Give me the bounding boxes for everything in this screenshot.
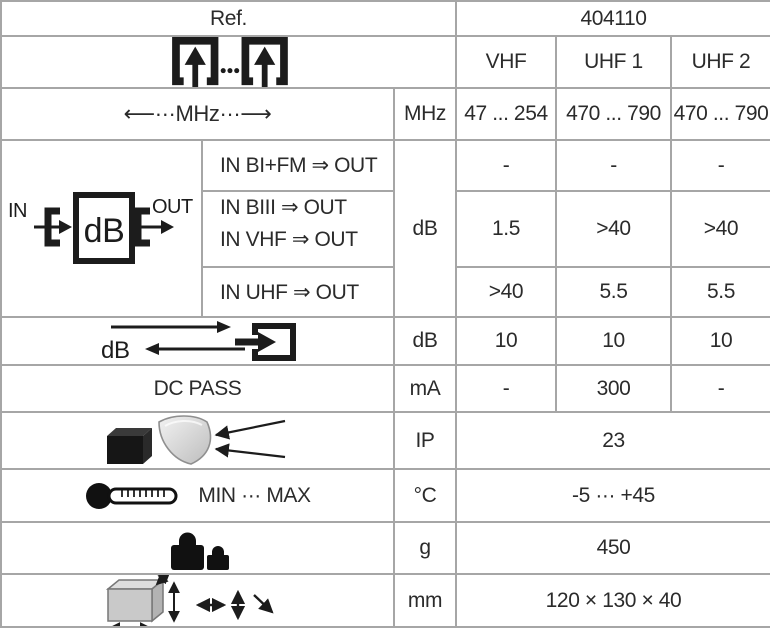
amp-in-label: IN (8, 200, 27, 222)
dimensions-unit: mm (395, 575, 457, 628)
gain-r2-uhf1: >40 (557, 192, 672, 268)
weight-icon-cell (2, 523, 395, 575)
temperature-icon-cell: MIN ··· MAX (2, 470, 395, 523)
gain-r3-uhf1: 5.5 (557, 268, 672, 318)
gain-row2-label: IN BIII ⇒ OUT IN VHF ⇒ OUT (203, 192, 395, 268)
amp-out-label: OUT (152, 196, 193, 218)
gain-row2-line2: IN VHF ⇒ OUT (220, 227, 358, 251)
frequency-uhf2: 470 ... 790 (672, 89, 770, 141)
temperature-unit: °C (395, 470, 457, 523)
protection-unit: IP (395, 413, 457, 470)
gain-r2-uhf2: >40 (672, 192, 770, 268)
return-loss-uhf1: 10 (557, 318, 672, 366)
return-loss-uhf2: 10 (672, 318, 770, 366)
frequency-unit: MHz (395, 89, 457, 141)
input-ports-cell (2, 37, 457, 89)
amplifier-icon-cell: IN dB OUT (2, 141, 203, 318)
frequency-vhf: 47 ... 254 (457, 89, 557, 141)
gain-unit: dB (395, 141, 457, 318)
return-loss-unit: dB (395, 318, 457, 366)
dimensions-icon-cell (2, 575, 395, 628)
dimensions-value: 120 × 130 × 40 (457, 575, 770, 628)
gain-r1-uhf1: - (557, 141, 672, 192)
dc-pass-label: DC PASS (2, 366, 395, 413)
return-loss-icon-cell: dB (2, 318, 395, 366)
gain-r1-uhf2: - (672, 141, 770, 192)
dc-pass-unit: mA (395, 366, 457, 413)
ref-label: Ref. (2, 2, 457, 37)
weight-icon (170, 532, 229, 570)
return-loss-vhf: 10 (457, 318, 557, 366)
amp-db-label: dB (83, 212, 124, 250)
protection-icon-cell (2, 413, 395, 470)
gain-r1-vhf: - (457, 141, 557, 192)
dc-pass-vhf: - (457, 366, 557, 413)
gain-row1-label: IN BI+FM ⇒ OUT (203, 141, 395, 192)
gain-row2-line1: IN BIII ⇒ OUT (220, 196, 347, 219)
weight-unit: g (395, 523, 457, 575)
ref-value: 404110 (457, 2, 770, 37)
return-loss-icon: dB (101, 321, 296, 364)
shield-icon (106, 414, 285, 465)
return-loss-db-label: dB (101, 337, 130, 364)
temperature-minmax-label: MIN ··· MAX (198, 483, 311, 507)
frequency-uhf1: 470 ... 790 (557, 89, 672, 141)
weight-value: 450 (457, 523, 770, 575)
thermometer-icon (86, 482, 178, 509)
dc-pass-uhf1: 300 (557, 366, 672, 413)
amplifier-db-icon: IN dB OUT (8, 191, 193, 264)
gain-r3-vhf: >40 (457, 268, 557, 318)
gain-row3-label: IN UHF ⇒ OUT (203, 268, 395, 318)
frequency-range-icon: ⟵···MHz···⟶ (2, 89, 395, 141)
dc-pass-uhf2: - (672, 366, 770, 413)
column-header-uhf2: UHF 2 (672, 37, 770, 89)
column-header-uhf1: UHF 1 (557, 37, 672, 89)
dimensions-icon (105, 575, 274, 626)
gain-r3-uhf2: 5.5 (672, 268, 770, 318)
protection-value: 23 (457, 413, 770, 470)
gain-r2-vhf: 1.5 (457, 192, 557, 268)
temperature-value: -5 ··· +45 (457, 470, 770, 523)
column-header-vhf: VHF (457, 37, 557, 89)
antenna-input-ports-icon (171, 37, 288, 87)
